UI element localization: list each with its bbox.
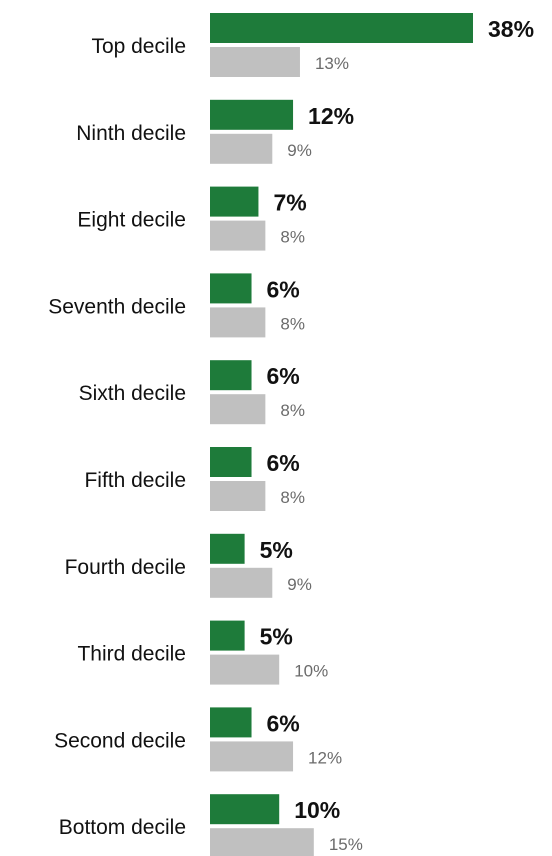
bar-secondary bbox=[210, 481, 266, 511]
value-label-secondary: 9% bbox=[287, 575, 312, 594]
bar-secondary bbox=[210, 567, 273, 598]
value-label-secondary: 9% bbox=[287, 141, 312, 160]
value-label-secondary: 15% bbox=[329, 835, 363, 854]
bar-primary bbox=[210, 707, 252, 738]
value-label-secondary: 12% bbox=[308, 748, 342, 767]
category-label: Fifth decile bbox=[84, 469, 186, 492]
value-label-primary: 6% bbox=[267, 276, 300, 302]
value-label-secondary: 8% bbox=[280, 228, 305, 247]
value-label-primary: 6% bbox=[267, 710, 300, 736]
category-label: Bottom decile bbox=[59, 816, 186, 839]
value-label-primary: 6% bbox=[267, 363, 300, 389]
bar-primary bbox=[210, 273, 252, 304]
value-label-secondary: 10% bbox=[294, 662, 328, 681]
category-label: Eight decile bbox=[77, 209, 186, 232]
bar-primary bbox=[210, 447, 252, 477]
value-label-secondary: 8% bbox=[280, 401, 305, 420]
bar-secondary bbox=[210, 654, 280, 685]
value-label-primary: 38% bbox=[488, 16, 534, 42]
value-label-primary: 5% bbox=[260, 537, 293, 563]
bar-primary bbox=[210, 620, 245, 651]
category-label: Seventh decile bbox=[48, 295, 186, 318]
bar-primary bbox=[210, 99, 294, 130]
category-label: Second decile bbox=[54, 729, 186, 752]
bar-secondary bbox=[210, 307, 266, 338]
category-label: Fourth decile bbox=[65, 556, 186, 579]
value-label-secondary: 8% bbox=[280, 488, 305, 507]
bar-primary bbox=[210, 794, 280, 825]
bar-secondary bbox=[210, 133, 273, 164]
bar-primary bbox=[210, 186, 259, 217]
category-label: Third decile bbox=[77, 643, 186, 666]
value-label-primary: 5% bbox=[260, 624, 293, 650]
bar-primary bbox=[210, 533, 245, 564]
bar-secondary bbox=[210, 828, 314, 856]
bar-secondary bbox=[210, 741, 294, 772]
bar-secondary bbox=[210, 47, 300, 77]
bar-primary bbox=[210, 13, 473, 43]
bar-primary bbox=[210, 360, 252, 391]
category-label: Top decile bbox=[91, 35, 186, 58]
category-label: Ninth decile bbox=[76, 122, 186, 145]
value-label-primary: 6% bbox=[267, 450, 300, 476]
value-label-secondary: 8% bbox=[280, 314, 305, 333]
category-label: Sixth decile bbox=[79, 382, 186, 405]
value-label-secondary: 13% bbox=[315, 54, 349, 73]
bar-secondary bbox=[210, 220, 266, 251]
value-label-primary: 12% bbox=[308, 103, 354, 129]
bar-secondary bbox=[210, 394, 266, 425]
value-label-primary: 10% bbox=[294, 797, 340, 823]
value-label-primary: 7% bbox=[273, 190, 306, 216]
